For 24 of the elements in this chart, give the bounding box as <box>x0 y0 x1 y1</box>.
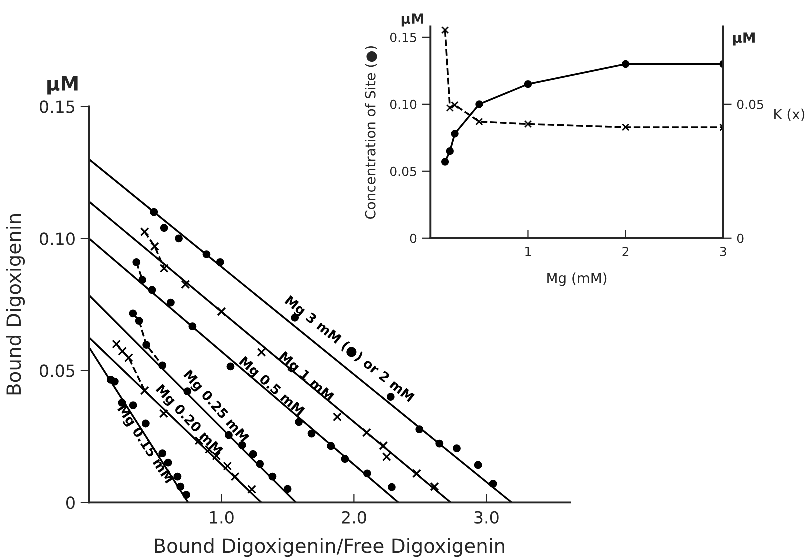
text: μM <box>402 14 424 27</box>
y-tick-label: 0.15 <box>390 32 416 42</box>
y2-tick-label: 0.05 <box>737 100 764 110</box>
y-axis-title: Bound Digoxigenin <box>6 214 26 395</box>
y-tick-label: 0 <box>410 234 417 244</box>
y-tick-label: 0.15 <box>40 100 75 114</box>
y-axis-title: Concentration of Site (●) <box>365 46 378 220</box>
x-tick-label: 3 <box>720 246 726 256</box>
x-tick-label: 2.0 <box>342 511 366 524</box>
y-tick-label: 0.05 <box>390 166 416 176</box>
y-tick-label: 0 <box>66 496 75 510</box>
x-tick-label: 3.0 <box>474 511 499 524</box>
y-tick-label: 0.05 <box>40 364 75 378</box>
text: μM <box>733 32 755 46</box>
y-tick-label: 0.10 <box>390 100 417 110</box>
y2-tick-label: 0 <box>737 234 744 244</box>
y2-axis-title: K (x) <box>774 108 805 122</box>
x-tick-label: 1 <box>526 247 532 256</box>
y-tick-label: 0.10 <box>40 232 75 246</box>
text: μM <box>48 76 78 95</box>
x-axis-title: Mg (mM) <box>548 272 607 286</box>
x-tick-label: 1.0 <box>210 511 234 524</box>
x-axis-title: Bound Digoxigenin/Free Digoxigenin <box>155 538 504 557</box>
x-tick-label: 2 <box>622 246 629 256</box>
